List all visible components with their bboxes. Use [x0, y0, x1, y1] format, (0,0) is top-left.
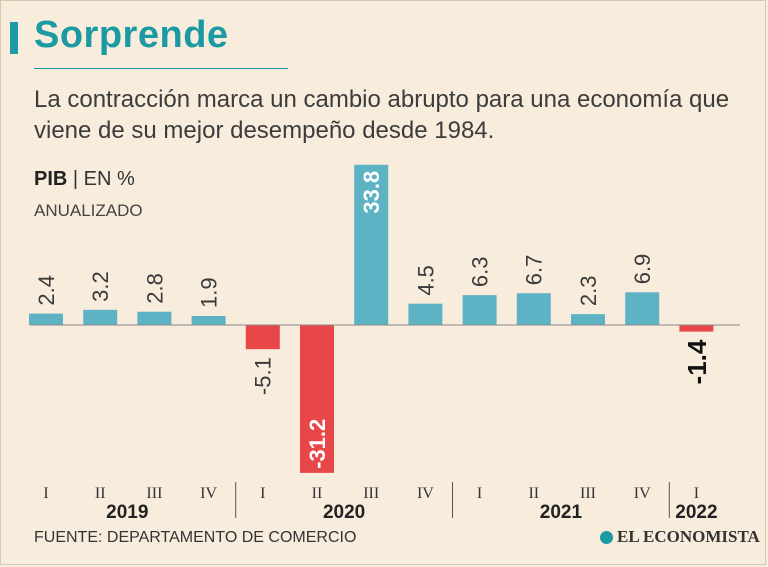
value-label-4: 1.9 [197, 277, 222, 308]
measure-unit: EN % [83, 168, 135, 190]
quarter-label-10: II [528, 485, 539, 502]
value-label-5: -5.1 [251, 357, 276, 395]
value-label-2: 3.2 [88, 271, 113, 302]
value-label-6: -31.2 [305, 419, 330, 469]
measure-name: PIB [34, 168, 68, 190]
quarter-label-12: IV [634, 485, 651, 502]
value-label-9: 6.3 [468, 257, 493, 288]
bar-13 [679, 325, 714, 332]
quarter-label-3: III [146, 485, 162, 502]
quarter-label-1: I [43, 485, 48, 502]
year-label-2020: 2020 [323, 502, 365, 523]
value-label-10: 6.7 [522, 255, 547, 286]
quarter-label-9: I [477, 485, 482, 502]
bar-9 [462, 295, 497, 325]
value-label-12: 6.9 [630, 254, 655, 285]
year-label-2021: 2021 [540, 502, 583, 523]
bar-3 [137, 311, 172, 325]
chart-title: Sorprende [34, 14, 229, 56]
source-note: FUENTE: DEPARTAMENTO DE COMERCIO [34, 529, 357, 546]
quarter-label-6: II [312, 485, 323, 502]
quarter-label-13: I [694, 485, 699, 502]
quarter-label-5: I [260, 485, 265, 502]
quarter-label-4: IV [200, 485, 217, 502]
chart-subtitle: La contracción marca un cambio abrupto p… [34, 86, 730, 144]
bar-8 [408, 303, 443, 325]
bar-12 [625, 292, 660, 325]
brand-name: EL ECONOMISTA [617, 527, 760, 546]
quarter-label-2: II [95, 485, 106, 502]
bar-11 [571, 314, 605, 325]
brand-icon [600, 530, 613, 544]
bar-4 [191, 315, 226, 325]
measure-separator: | [72, 168, 79, 190]
value-label-13: -1.4 [682, 339, 712, 384]
title-accent-bar [10, 22, 18, 54]
value-label-11: 2.3 [576, 276, 601, 307]
value-label-7: 33.8 [359, 171, 384, 214]
brand-logo: EL ECONOMISTA [600, 527, 760, 547]
bar-5 [245, 325, 280, 350]
value-label-3: 2.8 [142, 273, 167, 304]
bar-1 [29, 313, 63, 325]
year-label-2019: 2019 [106, 502, 148, 523]
quarter-label-8: IV [417, 485, 434, 502]
value-label-8: 4.5 [413, 265, 438, 296]
measure-note: ANUALIZADO [34, 201, 143, 220]
bar-7 [354, 164, 389, 325]
value-label-1: 2.4 [34, 275, 59, 306]
title-underline [34, 68, 288, 69]
quarter-label-11: III [580, 485, 596, 502]
bar-6 [300, 325, 334, 473]
bar-2 [83, 309, 118, 325]
measure-label: PIB | EN % [34, 168, 135, 191]
quarter-label-7: III [363, 485, 379, 502]
year-label-2022: 2022 [675, 502, 717, 523]
bar-10 [516, 293, 551, 325]
